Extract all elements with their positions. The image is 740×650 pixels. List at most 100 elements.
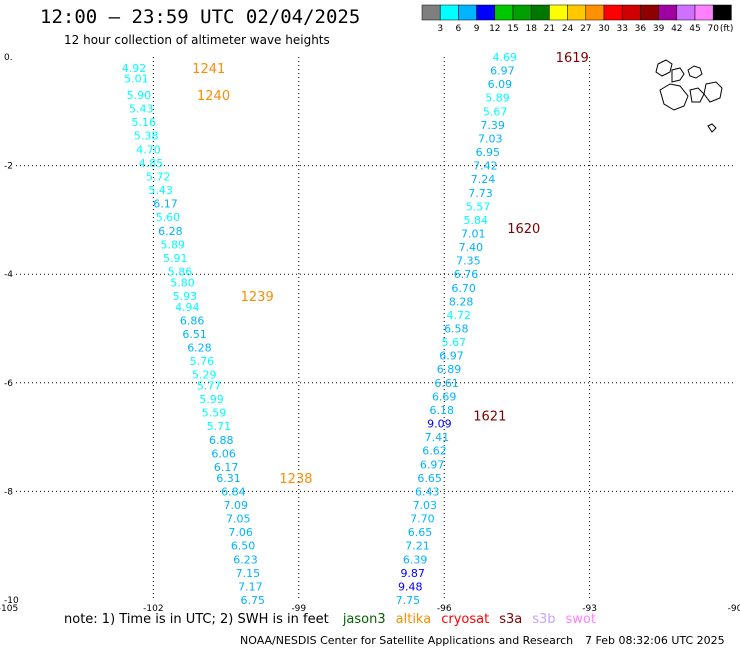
wave-height-point: 6.62 (422, 445, 447, 458)
wave-height-point: 5.59 (202, 407, 227, 420)
wave-height-point: 6.31 (216, 472, 241, 485)
wave-height-point: 5.89 (485, 92, 510, 105)
wave-height-point: 6.06 (211, 447, 236, 460)
wave-height-point: 6.76 (454, 268, 479, 281)
y-tick-label: -6 (4, 379, 13, 389)
wave-height-point: 5.67 (442, 336, 467, 349)
colorbar-swatch (476, 4, 496, 21)
wave-height-point: 9.09 (427, 418, 452, 431)
colorbar-swatch (549, 4, 568, 21)
colorbar-tick-label: 21 (544, 24, 555, 34)
colorbar-swatch (530, 4, 550, 21)
colorbar-tick-label: 3 (437, 24, 443, 34)
wave-height-point: 6.65 (408, 526, 433, 539)
satellite-legend: jason3 altika cryosat s3a s3b swot (333, 612, 596, 627)
colorbar-tick-label: 33 (616, 24, 627, 34)
wave-height-point: 5.43 (129, 103, 154, 116)
x-tick-label: -105 (0, 604, 18, 614)
colorbar-swatch (676, 4, 696, 21)
colorbar-unit: (ft) (720, 24, 734, 34)
wave-height-point: 6.17 (214, 461, 239, 474)
wave-height-point: 6.28 (158, 225, 183, 238)
wave-height-point: 6.95 (476, 146, 501, 159)
wave-height-point: 5.93 (173, 290, 198, 303)
wave-height-point: 5.29 (192, 369, 217, 382)
wave-height-point: 6.51 (182, 328, 207, 341)
page-title: 12:00 – 23:59 UTC 02/04/2025 (40, 6, 361, 28)
colorbar-swatch (439, 4, 459, 21)
y-tick-label: -2 (4, 162, 13, 172)
wave-height-point: 6.75 (241, 594, 266, 607)
wave-height-point: 5.84 (463, 214, 488, 227)
wave-height-point: 5.76 (190, 355, 215, 368)
colorbar-swatch (658, 4, 678, 21)
page-subtitle: 12 hour collection of altimeter wave hei… (64, 33, 330, 47)
x-tick-label: -96 (437, 604, 452, 614)
wave-height-point: 5.16 (131, 116, 156, 129)
wave-height-point: 5.43 (148, 184, 173, 197)
wave-height-point: 6.89 (437, 363, 462, 376)
x-tick-label: -99 (291, 604, 306, 614)
colorbar-tick-label: 42 (671, 24, 682, 34)
wave-height-point: 7.09 (224, 499, 249, 512)
colorbar-legend: 3 6 9 12 15 18 21 24 27 30 33 36 39 42 45 70 (ft) (421, 4, 734, 34)
colorbar-tick-label: 12 (489, 24, 500, 34)
wave-height-point: 4.85 (139, 157, 164, 170)
colorbar-tick-label: 6 (456, 24, 462, 34)
track-number-label: 1239 (241, 290, 274, 305)
x-tick-label: -93 (582, 604, 597, 614)
colorbar-tick-label: 18 (525, 24, 537, 34)
colorbar-swatch (712, 4, 732, 21)
y-tick-label: -4 (4, 270, 13, 280)
wave-height-point: 5.38 (134, 130, 159, 143)
x-tick-label: -102 (143, 604, 163, 614)
note-text: note: 1) Time is in UTC; 2) SWH is in fe… (64, 612, 329, 627)
colorbar-tick-label: 15 (507, 24, 518, 34)
colorbar-swatch (621, 4, 641, 21)
wave-height-point: 5.86 (168, 265, 193, 278)
wave-height-point: 5.99 (199, 393, 224, 406)
wave-height-point: 6.61 (434, 377, 459, 390)
wave-height-point: 6.09 (488, 78, 513, 91)
wave-height-point: 5.72 (146, 170, 171, 183)
wave-height-point: 7.01 (461, 227, 486, 240)
colorbar-swatch (694, 4, 714, 21)
wave-height-point: 5.77 (197, 380, 222, 393)
wave-height-point: 5.67 (483, 105, 508, 118)
satellite-legend-altika: altika (395, 612, 432, 627)
track-number-label: 1241 (192, 62, 225, 77)
wave-height-point: 6.86 (180, 314, 205, 327)
colorbar-swatch (640, 4, 659, 21)
wave-height-point: 6.97 (439, 350, 464, 363)
y-tick-label: 0. (4, 53, 13, 63)
y-tick-label: -8 (4, 487, 13, 497)
wave-height-point: 7.35 (456, 255, 481, 268)
satellite-legend-cryosat: cryosat (441, 612, 490, 627)
credit-text: NOAA/NESDIS Center for Satellite Applica… (240, 634, 574, 647)
wave-height-point: 6.39 (403, 553, 428, 566)
colorbar-swatch (494, 4, 514, 21)
wave-height-point: 7.24 (471, 173, 496, 186)
wave-height-point: 4.72 (446, 309, 471, 322)
wave-height-point: 7.06 (228, 526, 253, 539)
colorbar-swatch (512, 4, 532, 21)
wave-height-point: 6.23 (233, 553, 258, 566)
colorbar-swatch (585, 4, 605, 21)
colorbar-tick-label: 39 (653, 24, 665, 34)
wave-height-point: 6.18 (430, 404, 455, 417)
data-marks: 4.925.015.905.435.165.384.704.855.725.43… (122, 51, 589, 607)
wave-height-point: 6.43 (415, 485, 440, 498)
wave-height-point: 5.80 (170, 276, 195, 289)
colorbar-tick-label: 45 (689, 24, 700, 34)
track-number-label: 1619 (556, 51, 589, 66)
wave-height-point: 8.28 (449, 295, 474, 308)
satellite-legend-jason3: jason3 (342, 612, 386, 627)
track-number-label: 1620 (507, 222, 540, 237)
wave-height-point: 7.03 (413, 499, 438, 512)
wave-height-point: 6.70 (451, 282, 476, 295)
y-tick-label: -10 (4, 596, 19, 606)
colorbar-swatch (603, 4, 623, 21)
wave-height-point: 6.58 (444, 323, 469, 336)
track-number-label: 1621 (473, 409, 506, 424)
wave-height-point: 4.92 (122, 62, 147, 75)
